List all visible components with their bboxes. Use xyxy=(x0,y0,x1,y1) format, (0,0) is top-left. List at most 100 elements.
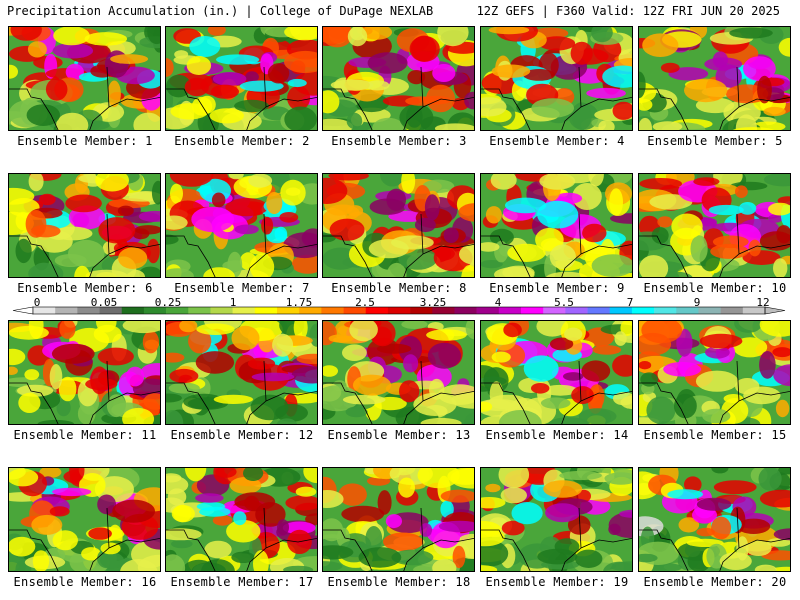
state-boundary-lines xyxy=(9,213,160,277)
colorbar-swatch xyxy=(33,307,56,314)
colorbar-swatch xyxy=(277,307,300,314)
ensemble-map-panel xyxy=(322,467,475,572)
colorbar-tick-label: 0.25 xyxy=(154,296,182,309)
state-boundary-lines xyxy=(639,360,790,424)
ensemble-map-panel xyxy=(480,26,633,131)
colorbar-tick-label: 5.5 xyxy=(554,296,574,309)
ensemble-map-panel xyxy=(638,467,791,572)
ensemble-member-label: Ensemble Member: 3 xyxy=(331,134,467,148)
ensemble-map-panel xyxy=(165,26,318,131)
colorbar-tick-label: 0.05 xyxy=(90,296,118,309)
precipitation-map xyxy=(9,174,160,277)
ensemble-map-panel xyxy=(8,467,161,572)
colorbar-tick-label: 7 xyxy=(626,296,634,309)
colorbar-swatch xyxy=(565,307,588,314)
state-boundary-lines xyxy=(166,66,317,130)
colorbar-swatch xyxy=(698,307,721,314)
precipitation-map xyxy=(481,174,632,277)
ensemble-map-panel xyxy=(322,173,475,278)
ensemble-map-panel xyxy=(480,467,633,572)
ensemble-member-label: Ensemble Member: 11 xyxy=(13,428,157,442)
ensemble-member-label: Ensemble Member: 1 xyxy=(17,134,153,148)
ensemble-map-panel xyxy=(638,320,791,425)
colorbar-swatch xyxy=(742,307,766,314)
colorbar-tick-label: 1 xyxy=(229,296,237,309)
precipitation-map xyxy=(166,174,317,277)
ensemble-member-label: Ensemble Member: 6 xyxy=(17,281,153,295)
colorbar-swatch xyxy=(232,307,256,314)
state-boundary-lines xyxy=(323,66,474,130)
colorbar-swatch xyxy=(365,307,389,314)
ensemble-member-label: Ensemble Member: 9 xyxy=(489,281,625,295)
colorbar-swatch xyxy=(77,307,100,314)
ensemble-member-label: Ensemble Member: 4 xyxy=(489,134,625,148)
ensemble-map-panel xyxy=(638,26,791,131)
precipitation-map xyxy=(166,468,317,571)
precipitation-map xyxy=(481,468,632,571)
ensemble-map-panel xyxy=(480,173,633,278)
state-boundary-lines xyxy=(9,66,160,130)
colorbar-tick-label: 12 xyxy=(756,296,770,309)
ensemble-member-label: Ensemble Member: 17 xyxy=(170,575,314,589)
state-boundary-lines xyxy=(639,507,790,571)
colorbar-tick-label: 9 xyxy=(693,296,701,309)
precipitation-map xyxy=(481,321,632,424)
colorbar-swatch xyxy=(454,307,477,314)
model-valid-time: 12Z GEFS | F360 Valid: 12Z FRI JUN 20 20… xyxy=(476,4,780,18)
state-boundary-lines xyxy=(481,66,632,130)
state-boundary-lines xyxy=(481,507,632,571)
ensemble-member-label: Ensemble Member: 5 xyxy=(647,134,783,148)
precipitation-map xyxy=(639,468,790,571)
colorbar-tick-label: 4 xyxy=(494,296,502,309)
colorbar-swatch xyxy=(121,307,145,314)
colorbar-swatch xyxy=(99,307,123,314)
state-boundary-lines xyxy=(323,213,474,277)
state-boundary-lines xyxy=(9,360,160,424)
ensemble-map-panel xyxy=(165,467,318,572)
ensemble-member-label: Ensemble Member: 18 xyxy=(327,575,471,589)
state-boundary-lines xyxy=(166,507,317,571)
colorbar-tick-label: 3.25 xyxy=(419,296,447,309)
ensemble-member-label: Ensemble Member: 20 xyxy=(643,575,787,589)
precipitation-map xyxy=(9,321,160,424)
colorbar-swatch xyxy=(166,307,189,314)
precipitation-map xyxy=(323,27,474,130)
precipitation-map xyxy=(639,27,790,130)
ensemble-member-label: Ensemble Member: 10 xyxy=(643,281,787,295)
precipitation-colorbar xyxy=(12,306,786,315)
colorbar-swatch xyxy=(543,307,566,314)
colorbar-swatch xyxy=(498,307,522,314)
state-boundary-lines xyxy=(639,66,790,130)
ensemble-map-panel xyxy=(638,173,791,278)
precipitation-map xyxy=(639,321,790,424)
ensemble-member-label: Ensemble Member: 16 xyxy=(13,575,157,589)
state-boundary-lines xyxy=(323,360,474,424)
state-boundary-lines xyxy=(9,507,160,571)
colorbar-tick-label: 2.5 xyxy=(355,296,375,309)
ensemble-member-label: Ensemble Member: 12 xyxy=(170,428,314,442)
colorbar-swatch xyxy=(476,307,500,314)
ensemble-member-label: Ensemble Member: 7 xyxy=(174,281,310,295)
state-boundary-lines xyxy=(323,507,474,571)
ensemble-member-label: Ensemble Member: 15 xyxy=(643,428,787,442)
precipitation-map xyxy=(481,27,632,130)
colorbar-swatch xyxy=(210,307,233,314)
precipitation-map xyxy=(323,321,474,424)
colorbar-swatch xyxy=(631,307,655,314)
precipitation-map xyxy=(166,27,317,130)
colorbar-swatch xyxy=(521,307,544,314)
ensemble-map-panel xyxy=(322,26,475,131)
ensemble-member-label: Ensemble Member: 13 xyxy=(327,428,471,442)
state-boundary-lines xyxy=(481,360,632,424)
colorbar-swatch xyxy=(387,307,411,314)
ensemble-map-panel xyxy=(165,320,318,425)
state-boundary-lines xyxy=(481,213,632,277)
colorbar-swatch xyxy=(188,307,211,314)
colorbar-swatch xyxy=(299,307,322,314)
colorbar-swatch xyxy=(676,307,699,314)
colorbar-swatch xyxy=(587,307,611,314)
colorbar-tick-label: 0 xyxy=(33,296,41,309)
ensemble-map-panel xyxy=(8,173,161,278)
colorbar-swatch xyxy=(254,307,278,314)
ensemble-map-panel xyxy=(165,173,318,278)
